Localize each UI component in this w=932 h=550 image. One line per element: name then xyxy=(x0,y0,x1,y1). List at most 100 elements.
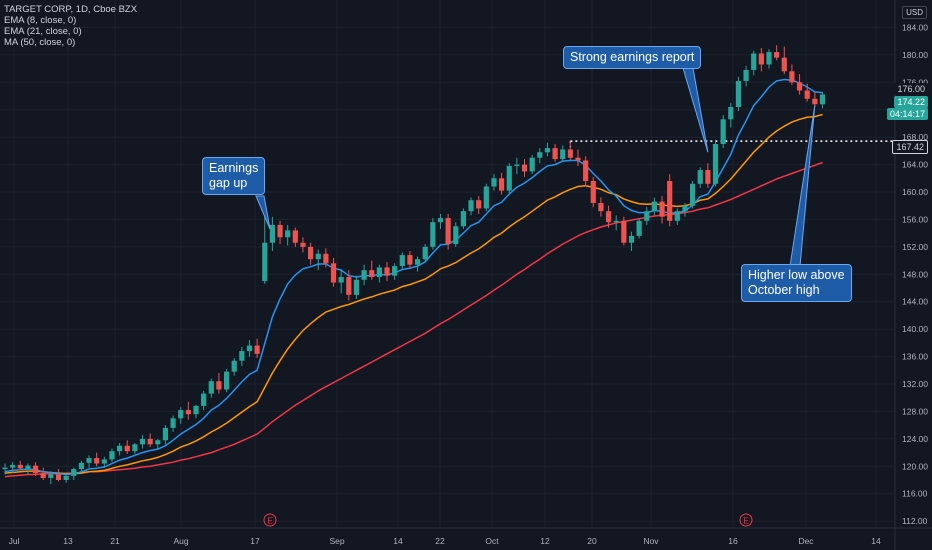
candle-body xyxy=(139,438,146,445)
candle-body xyxy=(690,183,696,206)
currency-label[interactable]: USD xyxy=(902,6,927,19)
candle-body xyxy=(361,270,367,280)
candle-body xyxy=(94,458,100,464)
price-tick-label: 168.00 xyxy=(902,132,928,142)
candle-body xyxy=(636,220,642,236)
candle-body xyxy=(178,410,184,419)
candle-body xyxy=(262,242,268,282)
candle-body xyxy=(384,267,390,276)
candle-body xyxy=(560,149,566,160)
candle-body xyxy=(277,224,283,238)
legend-ema21[interactable]: EMA (21, close, 0) xyxy=(4,26,82,37)
candle-body xyxy=(185,410,191,415)
candle-body xyxy=(392,266,398,276)
price-tick-label: 112.00 xyxy=(902,516,928,526)
candle-body xyxy=(598,202,604,212)
ema21-line xyxy=(4,113,823,475)
candle-body xyxy=(819,94,826,105)
candle-body xyxy=(208,381,214,394)
price-tick-label: 180.00 xyxy=(902,50,928,60)
symbol-title[interactable]: TARGET CORP, 1D, Cboe BZX xyxy=(4,4,138,15)
last-price-tag: 174.22 xyxy=(894,96,928,108)
candle-body xyxy=(613,220,619,223)
candle-body xyxy=(32,465,39,474)
candle-body xyxy=(514,164,520,166)
candle-body xyxy=(468,200,474,212)
candle-body xyxy=(499,178,505,191)
candle-body xyxy=(162,427,169,441)
candle-body xyxy=(712,144,719,184)
time-tick-label: 16 xyxy=(728,536,738,546)
candle-body xyxy=(705,170,711,184)
price-tick-label: 184.00 xyxy=(902,22,928,32)
callout-pointers xyxy=(255,67,816,267)
callout-higher-low: Higher low above October high xyxy=(741,264,852,302)
candle-body xyxy=(743,69,749,81)
candle-body xyxy=(109,451,115,460)
candle-body xyxy=(239,351,245,361)
candle-body xyxy=(437,218,444,223)
time-tick-label: Nov xyxy=(643,536,659,546)
candle-body xyxy=(63,475,69,480)
candle-body xyxy=(537,152,543,158)
candle-body xyxy=(430,222,436,247)
callout-earnings-gap: Earnings gap up xyxy=(202,157,266,195)
candle-body xyxy=(86,458,92,463)
candle-body xyxy=(315,253,321,260)
candle-body xyxy=(10,464,16,468)
candle-body xyxy=(117,445,123,452)
candle-body xyxy=(445,218,451,245)
candle-body xyxy=(621,220,627,243)
candle-body xyxy=(644,211,650,221)
candle-body xyxy=(583,160,589,182)
ema8-line xyxy=(4,78,823,476)
countdown-tag: 04:14:17 xyxy=(886,108,928,120)
candle-body xyxy=(804,90,810,99)
candle-body xyxy=(659,201,665,217)
time-tick-label: 13 xyxy=(63,536,73,546)
chart-grid xyxy=(0,0,895,528)
candle-body xyxy=(399,255,405,267)
candle-body xyxy=(25,465,31,469)
candle-body xyxy=(2,467,8,470)
legend-ma50[interactable]: MA (50, close, 0) xyxy=(4,37,76,48)
legend-ema8[interactable]: EMA (8, close, 0) xyxy=(4,15,77,26)
candle-body xyxy=(812,98,818,105)
candle-body xyxy=(590,181,596,203)
candle-body xyxy=(40,473,46,478)
candle-body xyxy=(575,157,581,161)
candle-body xyxy=(48,474,54,478)
time-tick-label: 20 xyxy=(587,536,597,546)
time-tick-label: 14 xyxy=(871,536,881,546)
time-tick-label: 21 xyxy=(110,536,120,546)
candle-body xyxy=(346,277,352,295)
time-axis[interactable]: Jul 13 21 Aug 17 Sep 14 22 Oct 12 20 Nov 16 Dec 14 xyxy=(0,527,932,546)
candle-body xyxy=(338,277,344,283)
price-tick-label: 124.00 xyxy=(902,434,928,444)
price-tag-176: 176.00 xyxy=(894,83,928,95)
candle-body xyxy=(758,53,764,65)
candle-body xyxy=(193,405,199,415)
price-tick-label: 152.00 xyxy=(902,242,928,252)
indicator-lines xyxy=(4,78,823,478)
candle-body xyxy=(376,267,382,278)
time-tick-label: 12 xyxy=(540,536,550,546)
candle-body xyxy=(781,57,787,72)
candle-body xyxy=(71,469,77,476)
candle-body xyxy=(735,80,742,107)
candle-body xyxy=(216,381,222,390)
time-tick-label: Jul xyxy=(9,536,20,546)
candle-body xyxy=(552,148,558,160)
candle-body xyxy=(308,246,314,260)
candle-body xyxy=(155,440,161,445)
price-tick-label: 132.00 xyxy=(902,379,928,389)
earnings-marker-label: E xyxy=(743,517,748,526)
time-tick-label: 17 xyxy=(250,536,260,546)
candle-body xyxy=(628,235,635,243)
candle-body xyxy=(789,71,795,83)
candle-body xyxy=(544,148,551,153)
candle-body xyxy=(300,242,306,247)
candle-body xyxy=(483,186,489,209)
